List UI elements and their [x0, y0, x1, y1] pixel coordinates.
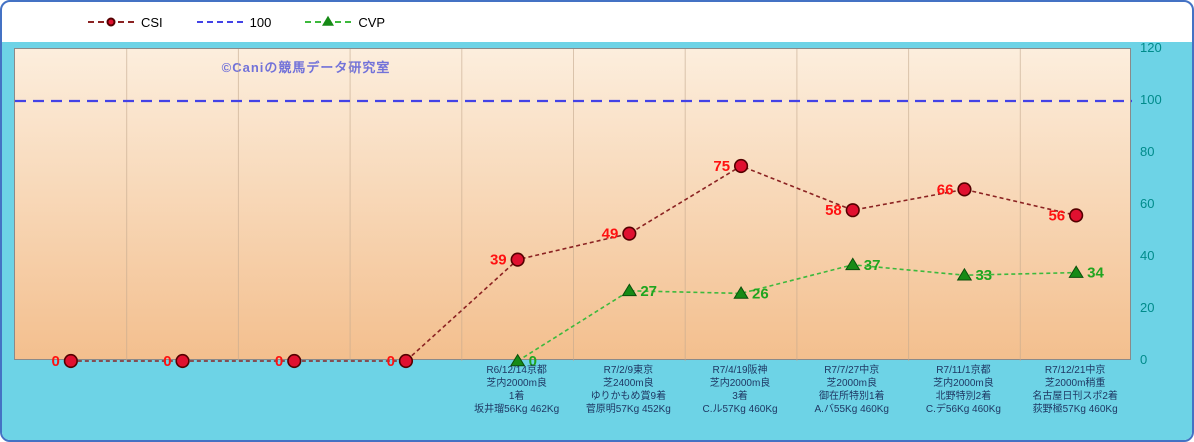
cvp-line-sample: [305, 15, 352, 28]
x-label-line: 3着: [732, 391, 748, 402]
csi-value-label: 0: [163, 353, 171, 370]
legend: CSI 100 CVP: [2, 2, 1192, 42]
x-label-line: 芝2400m良: [603, 378, 654, 389]
cvp-value-label: 34: [1087, 265, 1104, 282]
x-label-line: 坂井瑠56Kg 462Kg: [474, 404, 560, 415]
legend-item-100: 100: [196, 14, 272, 30]
x-category-label: R6/12/14京都 芝内2000m良 1着坂井瑠56Kg 462Kg: [461, 364, 573, 416]
csi-marker: [733, 158, 749, 174]
x-category-label: R7/11/1京都 芝内2000m良 北野特別2着 C.デ56Kg 460Kg: [908, 364, 1020, 416]
legend-line-100: [196, 21, 243, 23]
cvp-marker: [621, 283, 638, 297]
csi-value-label: 75: [713, 158, 730, 175]
csi-marker: [510, 252, 525, 267]
x-label-line: 芝2000m稍重: [1044, 378, 1106, 389]
y-tick-label: 0: [1140, 352, 1148, 367]
legend-label-cvp: CVP: [358, 14, 386, 30]
reference-line-sample: [196, 16, 243, 28]
csi-value-label: 0: [275, 353, 283, 370]
csi-value-label: 0: [387, 353, 395, 370]
x-label-line: 芝2000m良: [826, 378, 878, 389]
x-label-line: R7/4/19阪神: [712, 365, 768, 376]
x-label-line: ゆりかもめ賞9着: [590, 391, 667, 402]
x-label-line: 1着: [508, 391, 525, 402]
y-tick-label: 60: [1140, 196, 1155, 211]
csi-value-label: 0: [52, 353, 60, 370]
x-label-line: 芝内2000m良: [709, 378, 771, 389]
csi-value-label: 66: [937, 181, 954, 198]
csi-marker: [845, 203, 860, 218]
x-label-line: R7/2/9東京: [603, 365, 654, 376]
csi-marker: [957, 182, 972, 197]
plot-area: ©Caniの競馬データ研究室 0 0 0 0 39 49 75 58 66 56 0 27 26 37 33…: [14, 48, 1132, 370]
y-axis: 0 20 40 60 80 100 120: [1131, 40, 1192, 440]
csi-value-label: 58: [825, 202, 842, 219]
legend-label-csi: CSI: [141, 14, 163, 30]
y-tick-label: 80: [1140, 144, 1155, 159]
cvp-value-label: 0: [529, 353, 537, 370]
cvp-value-label: 27: [640, 283, 657, 300]
y-tick-label: 120: [1140, 40, 1162, 55]
cvp-marker: [733, 286, 749, 299]
csi-line-sample: [88, 16, 134, 28]
cvp-marker: [509, 353, 526, 367]
x-label-line: C.ル57Kg 460Kg: [702, 404, 778, 415]
csi-marker: [398, 353, 414, 369]
csi-marker: [175, 353, 190, 369]
plot-canvas: 0 0 0 0 39 49 75 58 66 56 0 27 26 37 33 34: [15, 49, 1132, 370]
legend-item-cvp: CVP: [305, 15, 385, 30]
x-label-line: 名古屋日刊スポ2着: [1032, 391, 1118, 402]
cvp-marker: [845, 257, 861, 271]
triangle-marker-icon: [322, 15, 335, 26]
csi-marker: [63, 353, 78, 369]
x-category-label: R7/12/21中京 芝2000m稍重名古屋日刊スポ2着 荻野極57Kg 460Kg: [1019, 364, 1131, 416]
x-axis: R6/12/14京都 芝内2000m良 1着 坂井瑠56Kg 462Kg R7/2/9東…: [2, 42, 1192, 440]
circle-marker-icon: [106, 17, 116, 27]
x-label-line: 御在所特別1着: [818, 391, 885, 402]
cvp-marker: [956, 267, 973, 281]
x-label-line: 菅原明57Kg 452Kg: [585, 404, 671, 415]
legend-label-100: 100: [249, 14, 272, 30]
x-label-line: C.デ56Kg 460Kg: [925, 404, 1001, 415]
cvp-value-label: 33: [975, 267, 992, 284]
x-label-line: 芝内2000m良: [486, 378, 547, 389]
x-label-line: 荻野極57Kg 460Kg: [1032, 404, 1118, 415]
y-tick-label: 20: [1140, 300, 1155, 315]
x-label-line: R7/7/27中京: [824, 365, 880, 376]
csi-marker: [287, 353, 302, 369]
x-label-line: R7/11/1京都: [936, 365, 991, 376]
cvp-marker: [1068, 265, 1084, 278]
cvp-value-label: 26: [752, 285, 769, 302]
x-category-label: R7/4/19阪神 芝内2000m良 3着 C.ル57Kg 460Kg: [684, 364, 796, 416]
y-tick-label: 40: [1140, 248, 1155, 263]
x-label-line: 北野特別2着: [935, 391, 992, 402]
y-tick-label: 100: [1140, 92, 1162, 107]
cvp-line: [517, 263, 1077, 362]
x-label-line: R6/12/14京都: [486, 365, 547, 376]
csi-value-label: 56: [1048, 207, 1065, 224]
chart-region: ©Caniの競馬データ研究室 0 0 0 0 39 49 75 58 66 56 0 27 26 37 33…: [2, 40, 1192, 440]
x-label-line: A.バ55Kg 460Kg: [814, 404, 889, 415]
x-category-label: R7/2/9東京 芝2400m良ゆりかもめ賞9着 菅原明57Kg 452Kg: [573, 364, 685, 416]
x-label-line: R7/12/21中京: [1044, 365, 1106, 376]
csi-value-label: 39: [490, 252, 507, 269]
legend-item-csi: CSI: [88, 15, 163, 30]
x-label-line: 芝内2000m良: [933, 378, 994, 389]
csi-value-label: 49: [602, 226, 619, 243]
csi-marker: [622, 226, 637, 241]
watermark: ©Caniの競馬データ研究室: [221, 60, 391, 75]
csi-marker: [1069, 208, 1084, 223]
x-category-label: R7/7/27中京 芝2000m良 御在所特別1着 A.バ55Kg 460Kg: [796, 364, 908, 416]
cvp-value-label: 37: [864, 257, 881, 274]
